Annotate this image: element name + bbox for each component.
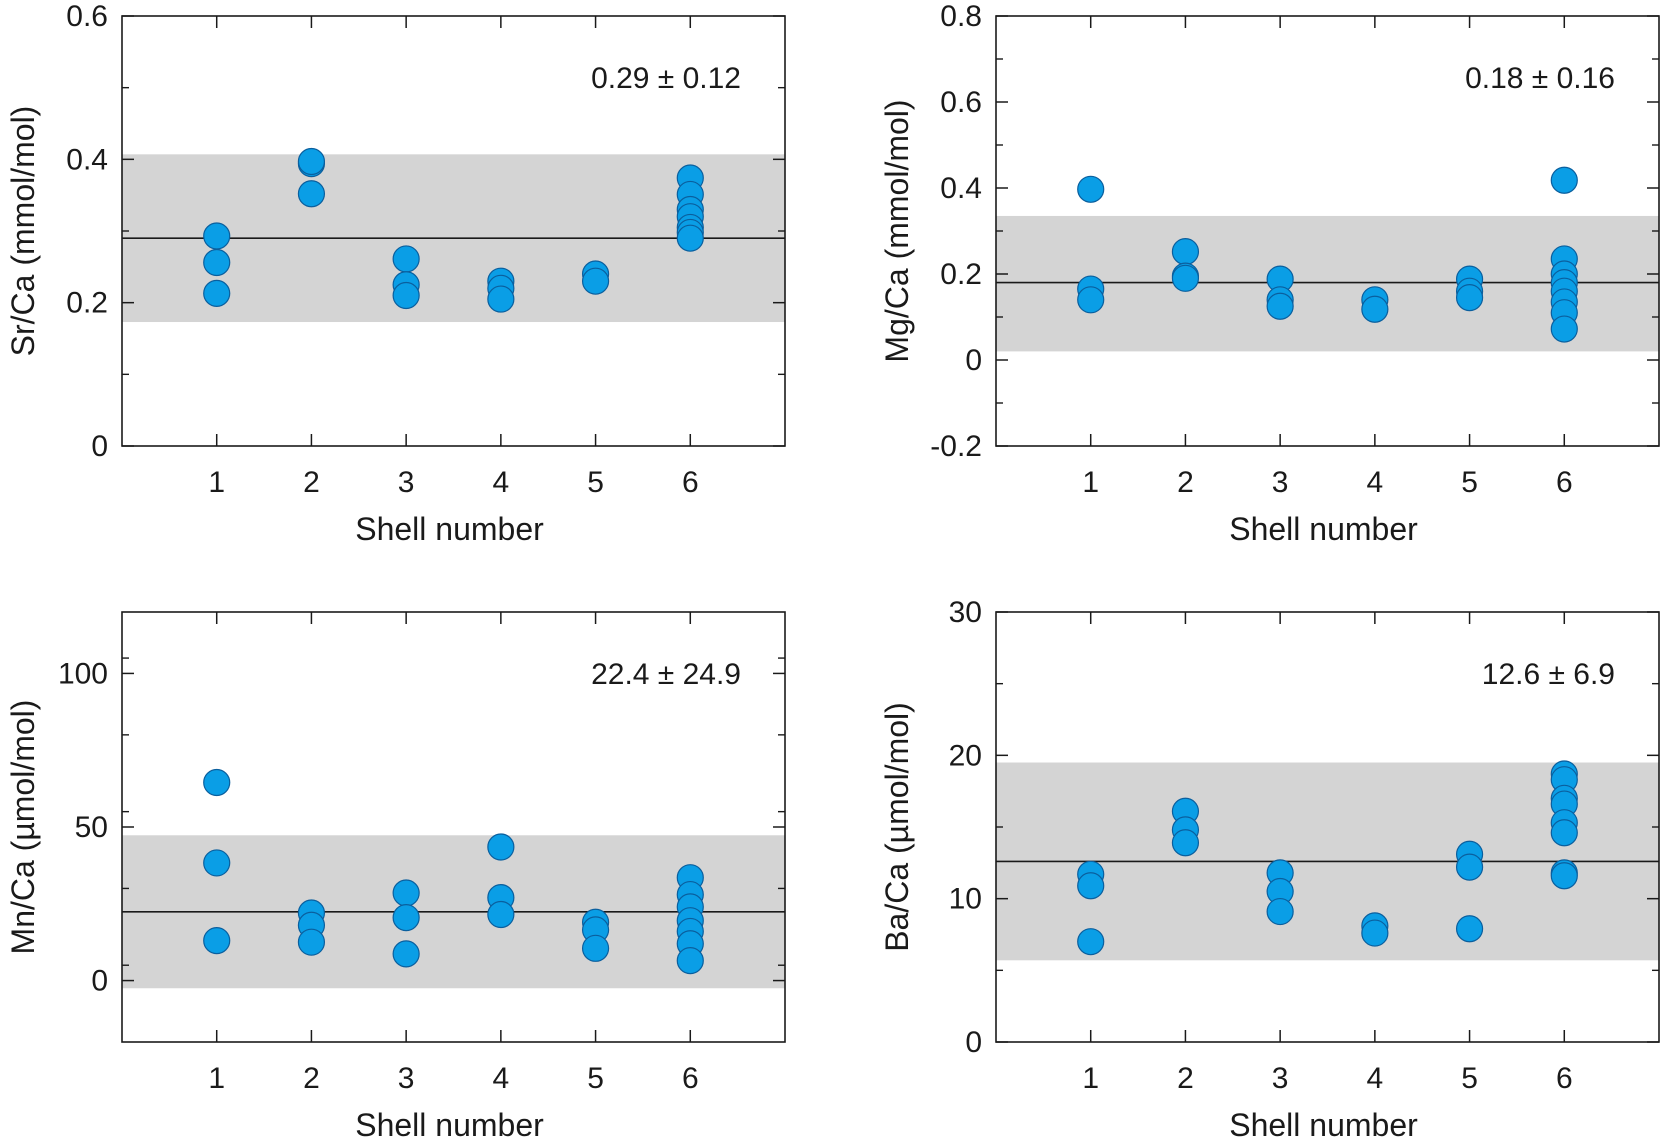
x-tick-label: 2 [1177,1062,1194,1095]
x-tick-label: 6 [682,1062,699,1095]
data-point [392,940,420,968]
x-tick-label: 2 [303,466,320,499]
data-point [487,833,515,861]
y-axis-title: Ba/Ca (µmol/mol) [879,702,915,952]
x-tick-label: 4 [493,466,510,499]
data-point [392,281,420,310]
x-tick-label: 1 [208,466,225,499]
chart-panel-1: 1 2 3 4 5 6 0 0.2 0.4 0.6 0.29 ± 0.12 Shell number S… [5,0,786,547]
y-tick-label: 0.4 [66,143,108,176]
x-axis-title: Shell number [1229,1107,1418,1143]
stat-annotation: 0.18 ± 0.16 [1465,62,1615,95]
x-tick-label: 1 [208,1062,225,1095]
x-tick-label: 3 [398,466,415,499]
data-point [1550,819,1578,847]
x-tick-label: 4 [1367,466,1384,499]
data-point [392,245,420,273]
x-tick-label: 1 [1082,466,1099,499]
data-point [392,904,420,932]
data-point [203,768,231,797]
data-point [1550,166,1578,194]
data-point [1171,264,1200,292]
data-point [581,934,610,962]
x-tick-label: 3 [398,1062,415,1095]
x-tick-label: 6 [1556,1062,1573,1095]
data-point [1077,872,1105,900]
data-point [1455,284,1484,312]
data-point [203,248,231,277]
data-point [203,927,231,955]
data-point [1550,862,1578,890]
chart-panel-2: 1 2 3 4 5 6 -0.2 0 0.2 0.4 0.6 0.8 0.18 ± 0.16 Shell … [879,0,1660,547]
x-axis-title: Shell number [355,511,544,547]
x-tick-label: 5 [1461,466,1478,499]
stat-annotation: 12.6 ± 6.9 [1482,658,1615,691]
x-tick-label: 5 [1461,1062,1478,1095]
data-point [297,147,326,176]
y-tick-label: 100 [58,657,108,690]
y-tick-label: 0.2 [940,258,982,291]
data-point [1266,897,1294,926]
x-tick-label: 2 [303,1062,320,1095]
chart-panel-3: 1 2 3 4 5 6 0 50 100 22.4 ± 24.9 Shell number Mn/Ca… [5,611,786,1143]
x-tick-label: 2 [1177,466,1194,499]
y-tick-label: 20 [949,739,982,772]
y-tick-label: -0.2 [930,430,982,463]
x-tick-label: 3 [1272,466,1289,499]
data-point [487,285,515,313]
data-point [676,947,704,975]
data-point [1455,853,1484,881]
data-point [1550,315,1578,343]
data-point [1077,286,1105,314]
x-tick-label: 3 [1272,1062,1289,1095]
data-point [581,267,610,295]
data-point [203,279,231,307]
data-point [1171,829,1200,857]
stat-annotation: 0.29 ± 0.12 [591,62,741,95]
y-tick-label: 0 [91,430,108,463]
data-point [1455,915,1484,943]
x-tick-label: 6 [1556,466,1573,499]
y-tick-label: 0 [91,965,108,998]
y-tick-label: 0.6 [66,0,108,33]
data-point [1077,175,1105,203]
x-tick-label: 4 [1367,1062,1384,1095]
y-tick-label: 0 [965,344,982,377]
y-tick-label: 50 [75,811,108,844]
x-axis-title: Shell number [1229,511,1418,547]
data-point [297,180,326,208]
data-point [203,849,231,877]
y-tick-label: 0.2 [66,287,108,320]
data-point [392,879,420,907]
x-axis-title: Shell number [355,1107,544,1143]
y-tick-label: 0.6 [940,86,982,119]
stat-annotation: 22.4 ± 24.9 [591,658,741,691]
data-point [1171,238,1200,266]
y-tick-label: 0.8 [940,0,982,33]
y-tick-label: 0.4 [940,172,982,205]
y-tick-label: 10 [949,883,982,916]
data-point [487,900,515,929]
data-point [1361,919,1389,947]
x-tick-label: 5 [587,1062,604,1095]
y-tick-label: 30 [949,596,982,629]
x-tick-label: 6 [682,466,699,499]
data-point [1361,295,1389,323]
data-point [297,928,326,956]
chart-panel-4: 1 2 3 4 5 6 0 10 20 30 12.6 ± 6.9 Shell number Ba/Ca… [879,596,1660,1143]
y-tick-label: 0 [965,1026,982,1059]
std-band [996,215,1659,352]
data-point [203,222,231,250]
data-point [1266,292,1294,320]
x-tick-label: 5 [587,466,604,499]
y-axis-title: Sr/Ca (mmol/mol) [5,106,41,357]
x-tick-label: 1 [1082,1062,1099,1095]
data-point [1077,928,1105,956]
y-axis-title: Mg/Ca (mmol/mol) [879,99,915,362]
y-axis-title: Mn/Ca (µmol/mol) [5,700,41,955]
data-point [676,224,704,252]
x-tick-label: 4 [493,1062,510,1095]
